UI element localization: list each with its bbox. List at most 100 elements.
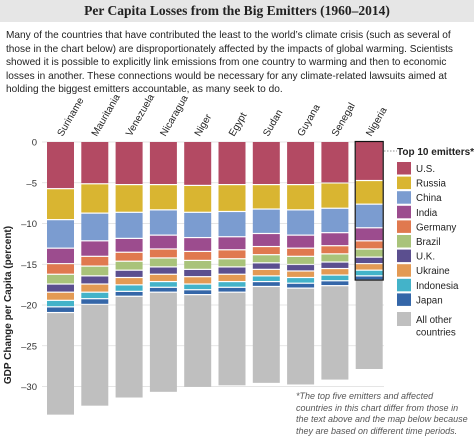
bar-segment-ukraine [218, 274, 246, 281]
bar-segment-ukraine [252, 269, 280, 276]
bar-segment-india [252, 234, 280, 246]
bar-segment-brazil [47, 274, 74, 284]
bar-segment-ukraine [81, 284, 109, 292]
y-tick-label: –20 [21, 301, 37, 312]
bar-segment-all-other-countries [252, 287, 280, 383]
legend-swatch [397, 220, 411, 233]
bar-segment-china [184, 212, 212, 237]
legend-swatch [397, 293, 411, 306]
bar-segment-russia [81, 184, 109, 213]
bar-segment-china [252, 209, 280, 233]
bar-segment-u-s [149, 142, 177, 184]
bar-segment-ukraine [149, 274, 177, 281]
bar-segment-indonesia [81, 292, 109, 299]
legend-label: China [416, 193, 442, 204]
bar-segment-u-k [47, 284, 74, 292]
bar-stack-senegal [321, 142, 349, 380]
bar-segment-u-k [149, 267, 177, 274]
legend-label: Brazil [416, 237, 441, 248]
bar-segment-china [115, 212, 143, 238]
bar-segment-germany [81, 256, 109, 266]
bar-segment-russia [115, 185, 143, 212]
bar-segment-japan [149, 287, 177, 292]
bar-segment-indonesia [287, 278, 315, 283]
bar-segment-brazil [321, 254, 349, 262]
legend-swatch [397, 191, 411, 204]
bar-segment-u-s [252, 142, 280, 184]
bar-segment-indonesia [252, 276, 280, 281]
bar-segment-brazil [287, 256, 315, 264]
bar-segment-all-other-countries [355, 280, 383, 369]
bar-segment-u-s [355, 142, 383, 180]
bar-segment-u-s [47, 142, 74, 189]
bar-segment-china [149, 210, 177, 235]
bar-segment-china [81, 213, 109, 241]
bar-segment-india [218, 237, 246, 250]
bar-segment-germany [47, 264, 74, 274]
bar-segment-all-other-countries [47, 313, 74, 415]
highlight-outline [354, 140, 384, 281]
bar-segment-russia [252, 185, 280, 209]
bar-segment-germany [184, 252, 212, 260]
bar-stack-mauritania [81, 142, 109, 406]
y-tick-label: –30 [21, 382, 37, 393]
bar-segment-russia [287, 185, 315, 210]
legend-swatch [397, 205, 411, 219]
chart-description: Many of the countries that have contribu… [6, 30, 453, 96]
bar-segment-india [184, 238, 212, 251]
bar-segment-germany [355, 241, 383, 249]
category-label: Nigeria [364, 105, 390, 138]
legend-swatch [397, 249, 411, 263]
bar-segment-brazil [218, 259, 246, 267]
bar-segment-ukraine [287, 271, 315, 277]
legend-label-other: All other countries [416, 315, 456, 339]
bar-segment-russia [218, 185, 246, 211]
bar-stack-nigeria [354, 140, 384, 369]
title-bar [0, 0, 474, 22]
bar-segment-germany [252, 247, 280, 255]
category-label: Niger [193, 112, 215, 139]
y-tick-label: –15 [21, 260, 37, 271]
bar-segment-brazil [149, 258, 177, 267]
legend-swatch-other [397, 312, 411, 326]
category-label: Egypt [227, 111, 249, 139]
bar-segment-russia [184, 186, 212, 212]
legend-swatch [397, 278, 411, 292]
bar-segment-indonesia [184, 284, 212, 290]
bar-stack-egypt [218, 142, 246, 386]
bar-segment-ukraine [115, 278, 143, 285]
bar-segment-china [355, 204, 383, 228]
bar-segment-russia [149, 185, 177, 210]
bar-segment-u-s [81, 142, 109, 184]
bar-segment-ukraine [355, 264, 383, 270]
footnote: *The top five emitters and affected coun… [296, 391, 468, 436]
bar-segment-u-k [115, 270, 143, 277]
bar-segment-indonesia [218, 282, 246, 287]
bar-segment-russia [355, 181, 383, 204]
bar-segment-japan [81, 299, 109, 304]
bar-segment-all-other-countries [321, 286, 349, 380]
bar-segment-germany [287, 248, 315, 256]
legend-label: India [416, 208, 438, 219]
bar-segment-u-s [321, 142, 349, 183]
bar-segment-brazil [252, 255, 280, 263]
bar-segment-germany [321, 246, 349, 254]
bar-stack-niger [184, 142, 212, 387]
legend-label: Ukraine [416, 266, 450, 277]
bar-segment-india [355, 228, 383, 241]
legend-title: Top 10 emitters* [397, 147, 474, 158]
bar-segment-russia [47, 189, 74, 220]
bar-segment-brazil [184, 260, 212, 269]
bar-segment-u-k [355, 257, 383, 264]
y-axis: 0 –5 –10 –15 –20 –25 –30 [21, 138, 37, 394]
bar-segment-u-s [287, 142, 315, 184]
legend-label: Germany [416, 222, 456, 233]
legend-swatch [397, 162, 411, 175]
bar-stack-sudan [252, 142, 280, 383]
legend-label: Russia [416, 179, 446, 190]
bar-segment-india [287, 235, 315, 248]
bar-segment-japan [321, 281, 349, 286]
bar-segment-ukraine [184, 277, 212, 284]
bar-segment-india [47, 248, 74, 264]
y-tick-label: 0 [32, 138, 37, 149]
